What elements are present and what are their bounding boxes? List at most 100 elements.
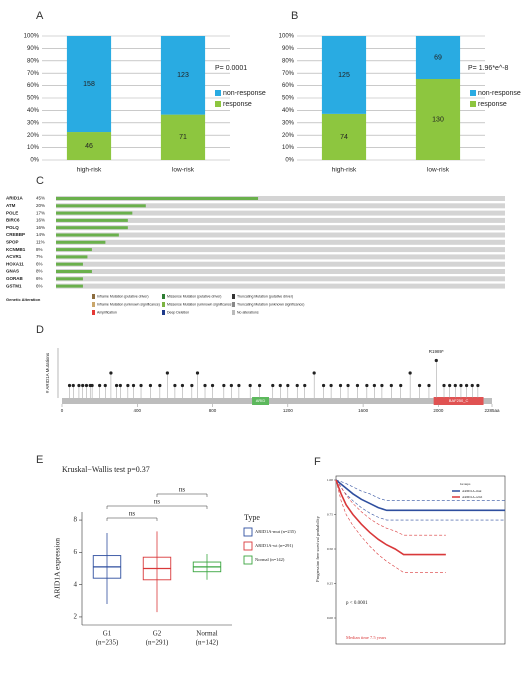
lollipop-head bbox=[372, 383, 376, 388]
lollipop-head bbox=[131, 383, 136, 388]
domain bbox=[433, 397, 484, 405]
ci-line bbox=[335, 479, 446, 573]
legend-label: Missense Mutation (putative driver) bbox=[167, 294, 221, 298]
legend-swatch bbox=[215, 101, 221, 107]
track bbox=[56, 276, 505, 282]
lollipop-head bbox=[470, 383, 474, 388]
lollipop-head bbox=[453, 383, 457, 388]
legend-label: response bbox=[223, 101, 252, 108]
legend-label: Missense Mutation (unknown significance) bbox=[167, 302, 233, 306]
y-tick-label: 2 bbox=[74, 613, 78, 621]
x-tick-label: 1600 bbox=[358, 408, 369, 413]
y-tick-label: 70% bbox=[27, 71, 40, 77]
gene-label: KCNMB1 bbox=[6, 247, 26, 252]
gene-percent: 8% bbox=[36, 247, 43, 252]
gene-label: POLE bbox=[6, 210, 18, 215]
legend-label: Amplification bbox=[97, 310, 117, 314]
y-tick-label: 100% bbox=[279, 34, 295, 40]
panel-label: B bbox=[291, 10, 298, 22]
lollipop-head bbox=[448, 383, 452, 388]
gene-label: ATM bbox=[6, 203, 16, 208]
y-tick-label: 0% bbox=[285, 158, 294, 164]
lollipop-head bbox=[295, 383, 299, 388]
track bbox=[56, 239, 505, 245]
altered-samples bbox=[56, 284, 83, 288]
legend-label: Normal (n=142) bbox=[255, 557, 285, 562]
lollipop-head bbox=[355, 383, 360, 388]
gene-percent: 20% bbox=[36, 203, 45, 208]
value-label: 74 bbox=[340, 134, 348, 141]
lollipop-head bbox=[84, 383, 89, 388]
y-tick-label: 30% bbox=[282, 120, 295, 126]
panel-label: E bbox=[36, 454, 43, 466]
gene-label: GSTM1 bbox=[6, 283, 22, 288]
value-label: 158 bbox=[83, 81, 95, 88]
lollipop-head bbox=[434, 358, 438, 363]
gene-label: POLQ bbox=[6, 225, 19, 230]
lollipop-head bbox=[67, 383, 72, 388]
legend-label: ARID1A-mut (n=235) bbox=[255, 529, 296, 534]
legend-label: Truncating Mutation (unknown significanc… bbox=[237, 302, 304, 306]
y-tick-label: 8 bbox=[74, 516, 78, 524]
track bbox=[56, 225, 505, 231]
panel-label: D bbox=[36, 324, 44, 336]
survival-curve bbox=[335, 479, 505, 512]
lollipop-head bbox=[109, 371, 113, 375]
legend-swatch bbox=[92, 302, 95, 307]
altered-samples bbox=[56, 248, 92, 252]
ci-line bbox=[335, 479, 505, 502]
gene-percent: 17% bbox=[36, 210, 45, 215]
value-label: 46 bbox=[85, 143, 93, 150]
legend-swatch bbox=[232, 310, 235, 315]
legend-swatch bbox=[232, 294, 235, 299]
lollipop-head bbox=[222, 383, 226, 388]
track bbox=[56, 210, 505, 216]
y-tick-label: 40% bbox=[282, 108, 295, 114]
lollipop-head bbox=[118, 383, 122, 388]
lollipop-head bbox=[459, 383, 463, 388]
altered-samples bbox=[56, 270, 92, 273]
gene-percent: 16% bbox=[36, 218, 45, 223]
lollipop-head bbox=[237, 383, 241, 388]
lollipop-head bbox=[180, 383, 185, 388]
x-tick-label: Normal bbox=[196, 630, 217, 638]
track bbox=[56, 232, 505, 238]
y-tick-label: 4 bbox=[74, 580, 78, 588]
gene-percent: 11% bbox=[36, 239, 45, 244]
panel-label: A bbox=[36, 10, 44, 22]
lollipop-head bbox=[103, 383, 107, 388]
gene-label: SPOP bbox=[6, 239, 19, 244]
lollipop-head bbox=[257, 383, 262, 388]
domain-label: ARID bbox=[256, 398, 266, 403]
chart-title: Kruskal−Wallis test p=0.37 bbox=[62, 465, 150, 474]
legend-label: Truncating Mutation (putative driver) bbox=[237, 294, 293, 298]
value-label: 71 bbox=[179, 134, 187, 141]
legend-label: ARID1A-mut bbox=[462, 489, 481, 493]
legend-label: ARID1A-wild bbox=[462, 495, 482, 499]
x-tick-label: 0 bbox=[61, 408, 64, 413]
track bbox=[56, 247, 505, 253]
p-value: p < 0.0001 bbox=[346, 601, 368, 606]
track bbox=[56, 269, 505, 274]
track bbox=[56, 261, 505, 267]
gene-percent: 7% bbox=[36, 254, 43, 259]
lollipop-head bbox=[148, 383, 153, 388]
legend-label: non-response bbox=[223, 90, 266, 97]
y-axis-label: # ARID1A Mutations bbox=[45, 352, 50, 393]
lollipop-head bbox=[380, 383, 384, 388]
y-tick-label: 90% bbox=[27, 46, 40, 52]
lollipop-head bbox=[321, 383, 326, 388]
altered-samples bbox=[56, 211, 133, 215]
gene-label: BIRC6 bbox=[6, 218, 20, 223]
note: Median time 7.5 years bbox=[346, 635, 386, 640]
survival-curve bbox=[335, 479, 446, 556]
lollipop-head bbox=[338, 383, 343, 388]
lollipop-head bbox=[210, 383, 215, 388]
legend-title: Type bbox=[244, 513, 260, 522]
lollipop-head bbox=[90, 383, 94, 388]
bar-segment bbox=[160, 36, 206, 115]
plot-frame bbox=[335, 475, 506, 645]
y-tick-label: 1.00 bbox=[327, 478, 333, 482]
lollipop-head bbox=[286, 383, 290, 388]
altered-samples bbox=[56, 255, 88, 259]
